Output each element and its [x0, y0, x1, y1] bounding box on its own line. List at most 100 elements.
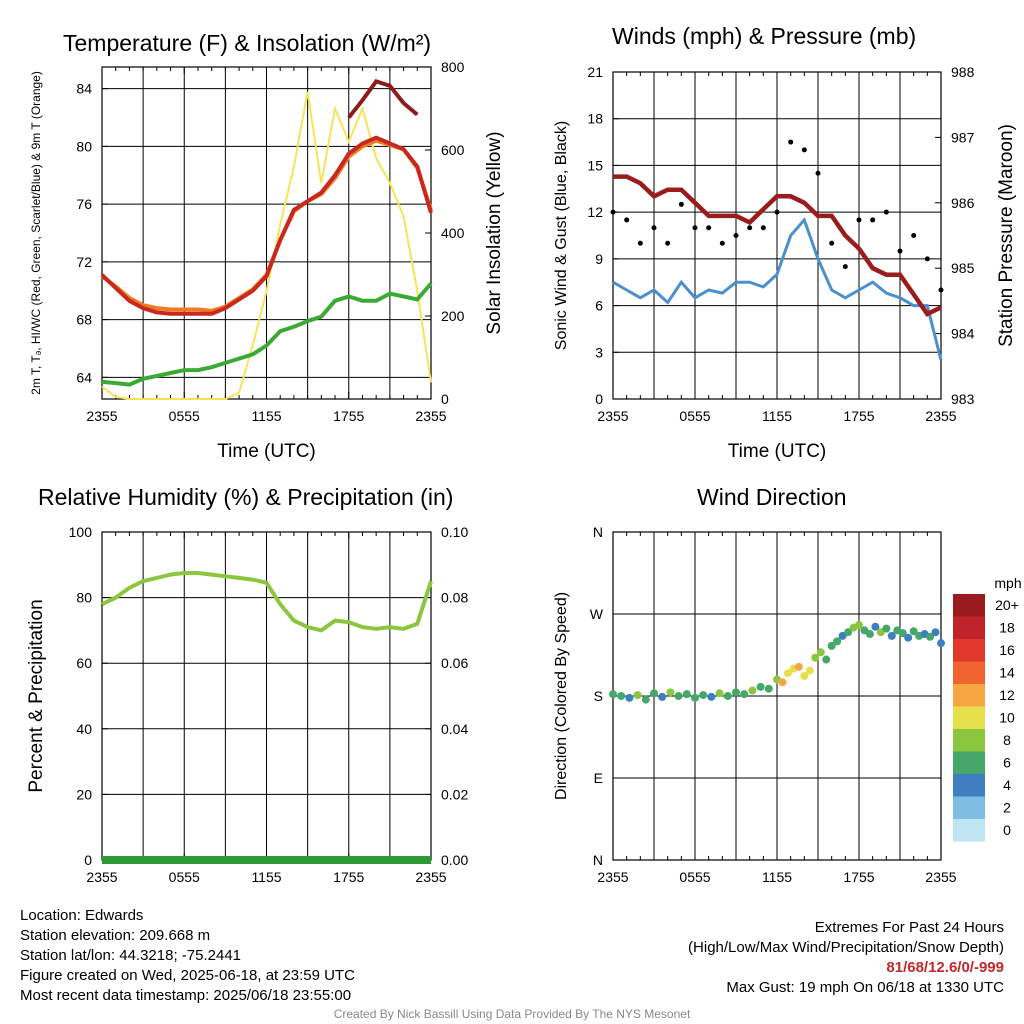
wind-direction-point — [844, 628, 853, 637]
wind-direction-point — [926, 632, 935, 641]
wdir-xtick-label: 2355 — [597, 869, 628, 885]
colorbar-swatch — [953, 661, 985, 684]
colorbar-label: 18 — [999, 620, 1015, 636]
wind-direction-point — [658, 692, 667, 701]
wind-direction-point — [682, 690, 691, 699]
wind-direction-point — [783, 669, 792, 678]
rh-ytick-label: 80 — [76, 590, 92, 606]
wdir-xtick-label: 2355 — [925, 869, 956, 885]
temp-y2tick-label: 200 — [441, 308, 465, 324]
winds-ytick-label: 9 — [595, 251, 603, 267]
wind-direction-point — [800, 671, 809, 680]
gust-point — [938, 287, 944, 293]
temp-xtick-label: 1755 — [333, 408, 364, 424]
wind-direction-point — [855, 620, 863, 629]
wind-direction-point — [650, 689, 658, 698]
wdir-xtick-label: 1155 — [762, 869, 792, 885]
wind-direction-point — [740, 690, 749, 699]
temp-xtick-label: 1155 — [251, 408, 281, 424]
colorbar-label: 16 — [999, 642, 1015, 658]
rh-y2tick-label: 0.04 — [441, 721, 468, 737]
rh-y2tick-label: 0.10 — [441, 524, 468, 540]
station-location: Location: Edwards — [20, 907, 144, 924]
wind-direction-point — [699, 691, 708, 700]
station-info: Location: Edwards Station elevation: 209… — [20, 906, 355, 1006]
wind-direction-point — [674, 692, 683, 700]
colorbar-label: 12 — [999, 687, 1015, 703]
winds-ytick-label: 18 — [587, 111, 603, 127]
temp-xlabel: Time (UTC) — [217, 441, 316, 462]
wind-direction-point — [633, 691, 642, 700]
gust-point — [883, 209, 889, 215]
winds-y2tick-label: 986 — [951, 195, 975, 211]
rh-xtick-label: 1155 — [251, 869, 281, 885]
wind-direction-point — [723, 692, 732, 700]
gust-point — [788, 139, 794, 145]
winds-ytick-label: 15 — [587, 157, 603, 173]
temp-xtick-label: 0555 — [169, 408, 200, 424]
wind-direction-point — [822, 655, 831, 664]
gust-point — [829, 240, 835, 246]
wdir-ylabel-left: Direction (Colored By Speed) — [553, 592, 570, 800]
gust-point — [774, 209, 780, 215]
gust-point — [870, 217, 876, 223]
temp-ytick-label: 72 — [76, 254, 92, 270]
colorbar-swatch — [953, 594, 985, 617]
rh-ytick-label: 0 — [84, 852, 92, 868]
wind-direction-point — [898, 629, 907, 638]
rh-xtick-label: 2355 — [415, 869, 446, 885]
wind-direction-point — [887, 631, 896, 640]
wind-direction-point — [871, 622, 880, 631]
dewpoint-line — [101, 282, 433, 387]
sonic-wind-line — [612, 216, 943, 361]
wind-direction-point — [816, 648, 825, 657]
wind-direction-point — [666, 688, 675, 697]
colorbar-swatch — [953, 729, 985, 752]
temp-xtick-label: 2355 — [86, 408, 117, 424]
gust-point — [637, 240, 643, 246]
gust-point — [706, 225, 712, 231]
colorbar-swatch — [953, 751, 985, 774]
wdir-ytick-label: N — [593, 524, 603, 540]
wind-direction-point — [756, 682, 765, 691]
colorbar-swatch — [953, 706, 985, 729]
heat-index-line — [347, 79, 419, 119]
temp-ytick-label: 84 — [76, 81, 92, 97]
winds-ytick-label: 0 — [595, 391, 603, 407]
wind-direction-point — [811, 653, 820, 662]
wind-direction-point — [691, 693, 699, 702]
winds-xtick-label: 2355 — [597, 408, 628, 424]
winds-ylabel-right: Station Pressure (Maroon) — [996, 124, 1017, 347]
rh-panel-title: Relative Humidity (%) & Precipitation (i… — [38, 484, 454, 510]
extremes-values: 81/68/12.6/0/-999 — [886, 959, 1004, 976]
temp-y2tick-label: 600 — [441, 142, 465, 158]
gust-point — [747, 225, 753, 231]
wdir-panel-title: Wind Direction — [697, 484, 847, 510]
wind-direction-point — [909, 627, 918, 636]
temp-ytick-label: 80 — [76, 138, 92, 154]
wind-direction-point — [748, 686, 757, 695]
temp-2m-line — [100, 135, 433, 316]
gust-point — [842, 264, 848, 270]
gust-point — [897, 248, 903, 254]
winds-xtick-label: 2355 — [925, 408, 956, 424]
wind-direction-point — [778, 678, 787, 687]
winds-ytick-label: 3 — [595, 344, 603, 360]
wind-direction-point — [707, 692, 716, 701]
temp-ytick-label: 68 — [76, 312, 92, 328]
gust-point — [610, 209, 616, 215]
figure-created: Figure created on Wed, 2025-06-18, at 23… — [20, 967, 355, 984]
gust-point — [665, 240, 671, 246]
colorbar-label: 8 — [1003, 732, 1011, 748]
wind-direction-point — [833, 637, 842, 646]
gust-point — [733, 233, 739, 238]
rh-y2tick-label: 0.00 — [441, 852, 468, 868]
winds-y2tick-label: 983 — [951, 391, 975, 407]
colorbar-swatch — [953, 796, 985, 819]
colorbar-title: mph — [994, 575, 1021, 591]
gust-point — [692, 225, 698, 231]
wind-direction-point — [882, 624, 891, 633]
rh-xtick-label: 2355 — [86, 869, 117, 885]
winds-ytick-label: 6 — [595, 298, 603, 314]
